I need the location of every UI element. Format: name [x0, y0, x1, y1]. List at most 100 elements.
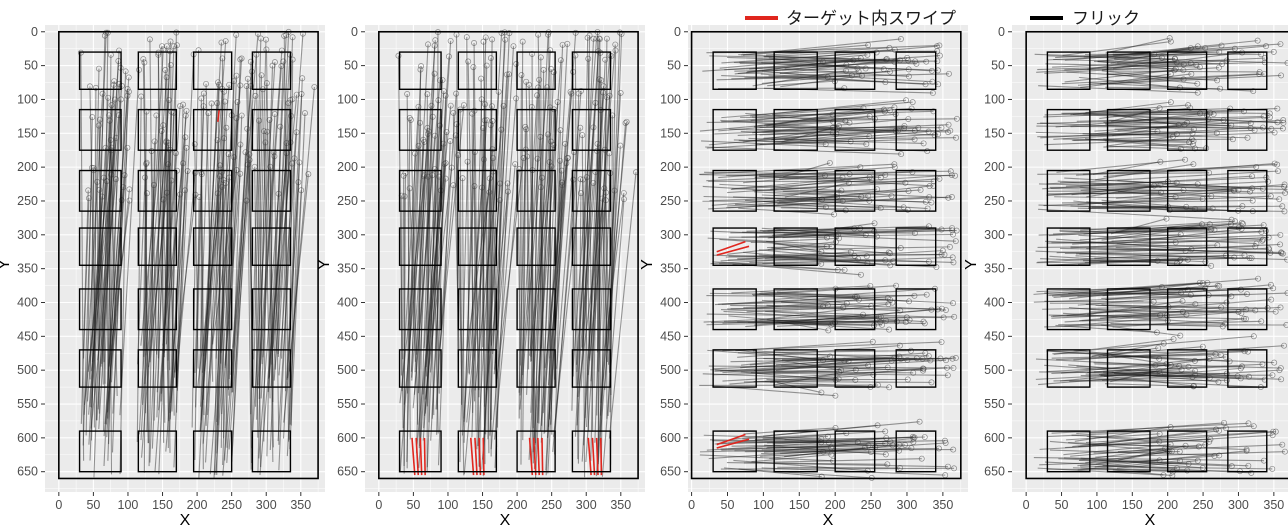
trace-point — [291, 155, 298, 162]
trace-point — [909, 99, 916, 106]
trace-line — [1033, 457, 1265, 462]
trace-line — [1084, 259, 1188, 264]
y-axis-title: Y — [0, 259, 13, 270]
trace-line — [1103, 121, 1251, 124]
trace-line — [765, 47, 890, 56]
trace-point — [1180, 308, 1186, 315]
trace-line — [531, 170, 533, 389]
trace-point — [103, 178, 110, 185]
trace-line — [738, 468, 872, 479]
trace-point — [824, 302, 831, 309]
trace-point — [1172, 55, 1178, 62]
key-box — [78, 288, 122, 331]
trace-line — [257, 83, 268, 473]
trace-line — [738, 54, 916, 62]
trace-line — [1046, 468, 1240, 472]
trace-line — [540, 69, 545, 426]
trace-point — [1244, 348, 1251, 355]
trace-line — [149, 39, 155, 421]
trace-line — [1042, 175, 1253, 190]
trace-line — [1082, 164, 1278, 175]
trace-point — [103, 29, 110, 36]
key-box — [773, 169, 818, 212]
trace-line — [754, 309, 932, 326]
trace-point — [848, 72, 855, 79]
trace-point — [900, 204, 907, 211]
trace-line — [780, 207, 908, 211]
trace-point — [1269, 432, 1276, 439]
trace-point — [592, 169, 599, 175]
trace-line — [481, 74, 508, 470]
trace-point — [1171, 67, 1178, 74]
trace-point — [1240, 108, 1247, 115]
x-tick-label: 0 — [1023, 498, 1030, 512]
trace-point — [1239, 220, 1246, 227]
trace-point — [1160, 340, 1167, 347]
trace-line — [461, 120, 488, 436]
trace-point — [464, 158, 471, 165]
trace-line — [1060, 182, 1161, 186]
x-tick-label: 150 — [472, 498, 493, 512]
key-box — [192, 430, 233, 473]
trace-point — [949, 227, 956, 234]
trace-line — [482, 104, 486, 348]
trace-line — [89, 32, 107, 461]
trace-point — [883, 56, 890, 62]
trace-line — [1037, 247, 1269, 263]
trace-point — [602, 197, 609, 204]
trace-point — [89, 114, 96, 121]
y-tick-label: 400 — [660, 295, 681, 309]
trace-line — [212, 169, 238, 345]
trace-point — [572, 29, 579, 36]
trace-line — [156, 51, 171, 393]
trace-line — [708, 442, 946, 460]
trace-line — [1077, 195, 1212, 206]
trace-point — [460, 102, 467, 108]
trace-line — [1061, 200, 1253, 204]
trace-point — [203, 80, 210, 87]
trace-point — [1247, 120, 1254, 127]
trace-point — [510, 43, 517, 50]
key-box — [895, 349, 937, 388]
trace-line — [163, 111, 173, 353]
trace-point — [1177, 257, 1184, 263]
panel-background — [688, 25, 968, 492]
trace-line — [478, 187, 483, 398]
trace-line — [87, 174, 112, 372]
trace-point — [936, 42, 943, 49]
trace-point — [922, 81, 929, 88]
trace-point — [1252, 243, 1259, 250]
trace-point — [1202, 45, 1209, 52]
trace-line — [782, 233, 839, 239]
trace-line — [582, 179, 590, 431]
trace-point — [1276, 196, 1283, 203]
trace-point — [1196, 64, 1203, 71]
trace-line — [1060, 247, 1282, 253]
trace-point — [1284, 290, 1288, 297]
trace-line — [604, 145, 621, 390]
trace-point — [1208, 262, 1215, 269]
trace-line — [542, 109, 555, 389]
key-box — [1106, 288, 1151, 331]
trace-point — [951, 465, 957, 472]
trace-point — [165, 139, 172, 146]
trace-line — [417, 73, 436, 394]
trace-line — [141, 100, 170, 458]
trace-point — [893, 318, 900, 325]
trace-point — [1231, 187, 1237, 194]
trace-line — [1047, 350, 1230, 362]
trace-point — [879, 321, 886, 328]
trace-line — [1053, 285, 1218, 298]
trace-line — [258, 142, 266, 399]
trace-line — [706, 313, 907, 318]
key-box — [192, 108, 233, 151]
y-tick-label: 600 — [17, 431, 38, 445]
trace-line — [1112, 52, 1243, 70]
trace-line — [491, 120, 498, 448]
trace-line — [712, 440, 829, 444]
trace-point — [1192, 372, 1199, 378]
trace-point — [1156, 368, 1163, 374]
trace-line — [761, 299, 946, 311]
trace-point — [407, 116, 414, 123]
trace-point — [928, 67, 935, 74]
